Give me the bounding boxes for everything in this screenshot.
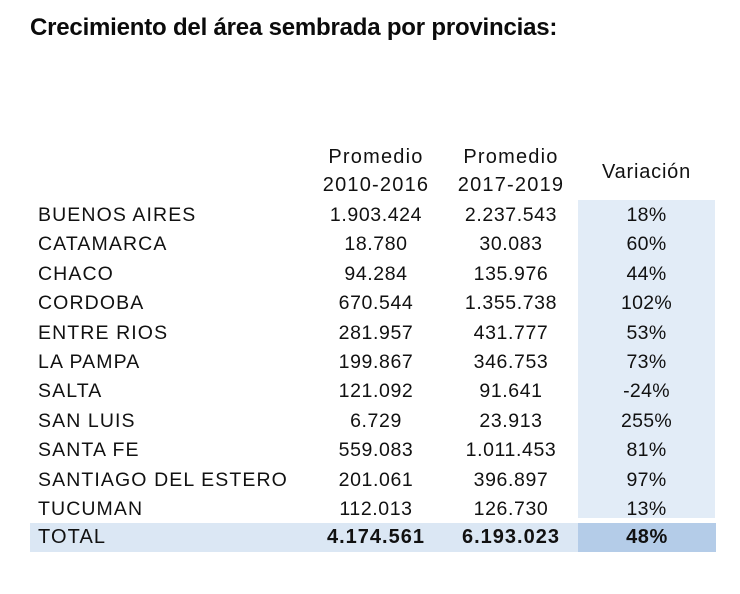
- variacion-cell: 81%: [626, 439, 667, 462]
- province-cell: TUCUMAN: [38, 497, 144, 520]
- prom-2010-2016-cell: 94.284: [344, 262, 408, 285]
- prom-2017-2019-cell: 346.753: [473, 350, 549, 373]
- province-cell: ENTRE RIOS: [38, 321, 169, 344]
- page-title: Crecimiento del área sembrada por provin…: [30, 14, 558, 41]
- header-label: Promedio: [328, 146, 424, 168]
- header-promedio-2010-2016: Promedio 2010-2016: [312, 143, 440, 199]
- prom-2010-2016-cell: 112.013: [339, 497, 413, 520]
- table-row: SALTA 121.092 91.641 -24%: [0, 377, 740, 406]
- prom-2017-2019-cell: 396.897: [473, 468, 549, 491]
- table-row: CORDOBA 670.544 1.355.738 102%: [0, 289, 740, 318]
- prom-2010-2016-cell: 559.083: [338, 439, 414, 462]
- header-label: Variación: [601, 161, 692, 183]
- province-cell: CHACO: [38, 262, 114, 285]
- prom-2017-2019-cell: 91.641: [479, 380, 543, 403]
- variacion-cell: 97%: [626, 468, 667, 491]
- prom-2010-2016-cell: 199.867: [338, 350, 414, 373]
- prom-2010-2016-cell: 670.544: [338, 292, 414, 315]
- province-cell: BUENOS AIRES: [38, 204, 197, 226]
- prom-2017-2019-cell: 135.976: [473, 262, 549, 285]
- table-row: SAN LUIS 6.729 23.913 255%: [0, 407, 740, 436]
- prom-2017-2019-cell: 2.237.543: [464, 204, 558, 226]
- prom-2010-2016-cell: 6.729: [350, 409, 402, 432]
- header-promedio-2017-2019: Promedio 2017-2019: [447, 143, 575, 199]
- prom-2017-2019-cell: 30.083: [479, 233, 543, 256]
- province-cell: SALTA: [38, 380, 103, 403]
- header-label: 2017-2019: [457, 174, 565, 196]
- variacion-cell: 102%: [620, 292, 673, 315]
- province-cell: SAN LUIS: [38, 409, 136, 432]
- prom-2010-2016-cell: 121.092: [338, 380, 414, 403]
- total-prom-2017-2019: 6.193.023: [462, 526, 560, 548]
- table-body: BUENOS AIRES 1.903.424 2.237.543 18% CATAMAR…: [0, 201, 740, 524]
- header-label: Promedio: [463, 146, 559, 168]
- header-label: 2010-2016: [322, 174, 430, 196]
- table-row: TUCUMAN 112.013 126.730 13%: [0, 495, 740, 524]
- total-variation-cell-bg: [578, 523, 716, 552]
- variacion-cell: 13%: [626, 497, 667, 520]
- province-cell: SANTA FE: [38, 439, 140, 462]
- variacion-cell: 73%: [626, 350, 667, 373]
- variacion-cell: 53%: [626, 321, 667, 344]
- total-variacion: 48%: [626, 526, 668, 548]
- total-label: TOTAL: [38, 526, 107, 548]
- province-cell: SANTIAGO DEL ESTERO: [38, 468, 288, 491]
- total-row: TOTAL 4.174.561 6.193.023 48%: [30, 523, 716, 552]
- table-row: CATAMARCA 18.780 30.083 60%: [0, 230, 740, 259]
- prom-2010-2016-cell: 281.957: [338, 321, 414, 344]
- province-cell: LA PAMPA: [38, 350, 141, 373]
- variacion-cell: 18%: [626, 204, 667, 226]
- table-row: BUENOS AIRES 1.903.424 2.237.543 18%: [0, 201, 740, 230]
- prom-2017-2019-cell: 126.730: [473, 497, 549, 520]
- variacion-cell: 44%: [626, 262, 667, 285]
- table-row: CHACO 94.284 135.976 44%: [0, 260, 740, 289]
- variation-column-band: [578, 200, 715, 518]
- total-prom-2010-2016: 4.174.561: [327, 526, 425, 548]
- variacion-cell: 60%: [626, 233, 667, 256]
- prom-2010-2016-cell: 201.061: [338, 468, 414, 491]
- variacion-cell: 255%: [620, 409, 673, 432]
- prom-2017-2019-cell: 431.777: [473, 321, 549, 344]
- table-row: LA PAMPA 199.867 346.753 73%: [0, 348, 740, 377]
- prom-2017-2019-cell: 1.355.738: [464, 292, 558, 315]
- prom-2010-2016-cell: 1.903.424: [329, 204, 423, 226]
- variacion-cell: -24%: [623, 380, 670, 403]
- table-row: SANTA FE 559.083 1.011.453 81%: [0, 436, 740, 465]
- table-row: ENTRE RIOS 281.957 431.777 53%: [0, 319, 740, 348]
- province-cell: CATAMARCA: [38, 233, 168, 256]
- province-cell: CORDOBA: [38, 292, 145, 315]
- header-variacion: Variación: [580, 158, 713, 186]
- table-row: SANTIAGO DEL ESTERO 201.061 396.897 97%: [0, 466, 740, 495]
- prom-2017-2019-cell: 1.011.453: [465, 439, 557, 462]
- prom-2010-2016-cell: 18.780: [344, 233, 408, 256]
- prom-2017-2019-cell: 23.913: [479, 409, 543, 432]
